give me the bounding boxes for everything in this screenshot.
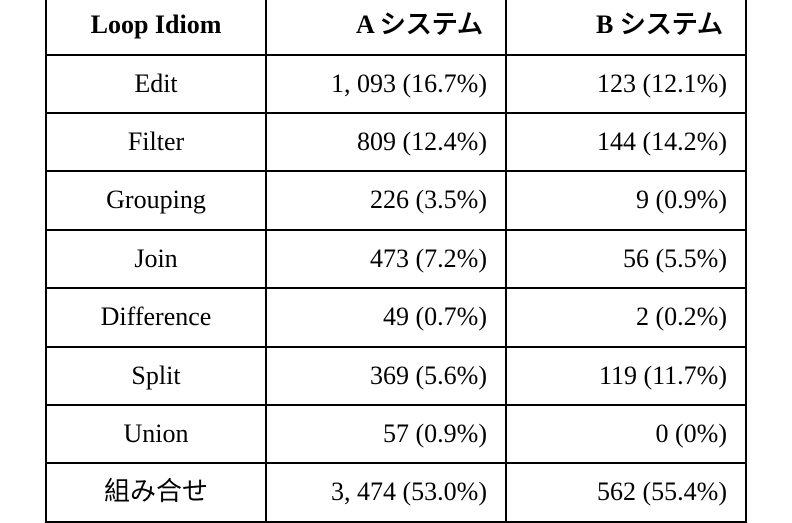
cell-idiom: Difference (46, 288, 266, 346)
cell-system-b: 123 (12.1%) (506, 55, 746, 113)
pct-value: (53.0%) (403, 474, 487, 510)
count-value: 226 (370, 182, 409, 218)
cell-system-b: 0 (0%) (506, 405, 746, 463)
col-header-system-a: A システム (266, 0, 506, 55)
cell-idiom: Split (46, 347, 266, 405)
pct-value: (16.7%) (403, 66, 487, 102)
table-header-row: Loop Idiom A システム B システム (46, 0, 746, 55)
count-value: 119 (599, 358, 637, 394)
pct-value: (0.9%) (416, 416, 487, 452)
count-value: 123 (597, 66, 636, 102)
count-value: 3, 474 (331, 474, 396, 510)
cell-idiom: Edit (46, 55, 266, 113)
table-row: Union 57 (0.9%) 0 (0%) (46, 405, 746, 463)
table-row: Edit 1, 093 (16.7%) 123 (12.1%) (46, 55, 746, 113)
cell-idiom: 組み合せ (46, 463, 266, 521)
cell-system-b: 144 (14.2%) (506, 113, 746, 171)
pct-value: (7.2%) (416, 241, 487, 277)
pct-value: (5.5%) (656, 241, 727, 277)
count-value: 56 (623, 241, 649, 277)
table-row: Difference 49 (0.7%) 2 (0.2%) (46, 288, 746, 346)
col-header-idiom: Loop Idiom (46, 0, 266, 55)
count-value: 809 (357, 124, 396, 160)
cell-system-a: 1, 093 (16.7%) (266, 55, 506, 113)
cell-system-b: 119 (11.7%) (506, 347, 746, 405)
pct-value: (11.7%) (643, 358, 727, 394)
count-value: 57 (383, 416, 409, 452)
table-row: 組み合せ 3, 474 (53.0%) 562 (55.4%) (46, 463, 746, 521)
cell-system-b: 562 (55.4%) (506, 463, 746, 521)
cell-system-b: 9 (0.9%) (506, 171, 746, 229)
cell-system-a: 473 (7.2%) (266, 230, 506, 288)
cell-idiom: Union (46, 405, 266, 463)
count-value: 49 (383, 299, 409, 335)
table-row: Join 473 (7.2%) 56 (5.5%) (46, 230, 746, 288)
pct-value: (0%) (675, 416, 727, 452)
pct-value: (3.5%) (416, 182, 487, 218)
cell-system-a: 809 (12.4%) (266, 113, 506, 171)
count-value: 2 (636, 299, 649, 335)
cell-system-a: 3, 474 (53.0%) (266, 463, 506, 521)
pct-value: (0.7%) (416, 299, 487, 335)
pct-value: (55.4%) (643, 474, 727, 510)
loop-idiom-table: Loop Idiom A システム B システム Edit 1, 093 (16… (45, 0, 747, 523)
pct-value: (14.2%) (643, 124, 727, 160)
count-value: 562 (597, 474, 636, 510)
cell-system-a: 369 (5.6%) (266, 347, 506, 405)
count-value: 144 (597, 124, 636, 160)
cell-system-b: 2 (0.2%) (506, 288, 746, 346)
cell-idiom: Filter (46, 113, 266, 171)
table-row: Filter 809 (12.4%) 144 (14.2%) (46, 113, 746, 171)
cell-idiom: Grouping (46, 171, 266, 229)
cell-idiom: Join (46, 230, 266, 288)
col-header-system-b: B システム (506, 0, 746, 55)
cell-system-a: 226 (3.5%) (266, 171, 506, 229)
cell-system-a: 57 (0.9%) (266, 405, 506, 463)
pct-value: (0.2%) (656, 299, 727, 335)
table-row: Split 369 (5.6%) 119 (11.7%) (46, 347, 746, 405)
pct-value: (12.1%) (643, 66, 727, 102)
count-value: 473 (370, 241, 409, 277)
pct-value: (5.6%) (416, 358, 487, 394)
pct-value: (0.9%) (656, 182, 727, 218)
count-value: 1, 093 (331, 66, 396, 102)
count-value: 9 (636, 182, 649, 218)
cell-system-a: 49 (0.7%) (266, 288, 506, 346)
pct-value: (12.4%) (403, 124, 487, 160)
count-value: 369 (370, 358, 409, 394)
table-row: Grouping 226 (3.5%) 9 (0.9%) (46, 171, 746, 229)
count-value: 0 (656, 416, 669, 452)
cell-system-b: 56 (5.5%) (506, 230, 746, 288)
